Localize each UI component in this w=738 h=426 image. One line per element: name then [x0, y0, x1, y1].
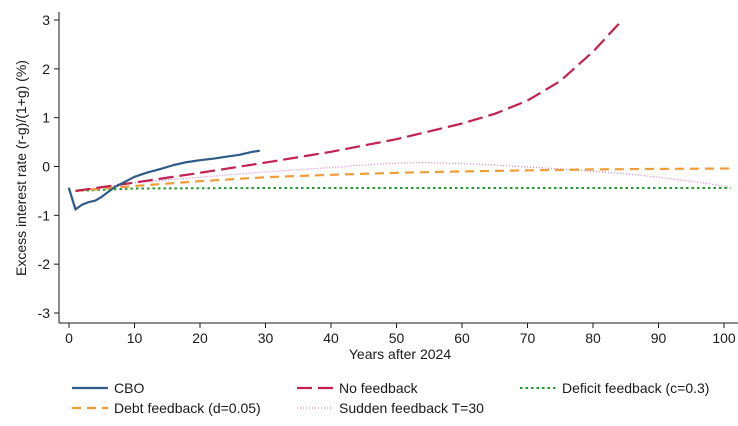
x-tick-label: 60 [454, 330, 470, 346]
y-axis-ticks: -3 -2 -1 0 1 2 3 [38, 12, 59, 321]
series-line-no-feedback [75, 22, 621, 192]
legend-label: Debt feedback (d=0.05) [114, 400, 261, 416]
x-tick-label: 100 [712, 330, 736, 346]
x-tick-label: 0 [65, 330, 73, 346]
x-tick-label: 90 [651, 330, 667, 346]
legend-label: No feedback [339, 380, 419, 396]
series-line-cbo [67, 149, 260, 211]
x-tick-label: 50 [389, 330, 405, 346]
x-axis-ticks: 0 10 20 30 40 50 60 70 80 90 100 [65, 323, 736, 346]
chart-legend: CBO No feedback Deficit feedback (c=0.3) De… [72, 380, 709, 416]
x-tick-label: 70 [520, 330, 536, 346]
x-tick-label: 80 [585, 330, 601, 346]
y-tick-label: 1 [42, 110, 50, 126]
series-line-debt-feedback-d-0-05 [75, 167, 731, 192]
y-tick-label: -2 [38, 256, 51, 272]
y-tick-label: 0 [42, 159, 50, 175]
x-tick-label: 30 [258, 330, 274, 346]
legend-label: CBO [114, 380, 144, 396]
legend-label: Deficit feedback (c=0.3) [562, 380, 709, 396]
legend-label: Sudden feedback T=30 [339, 400, 484, 416]
chart-axes [58, 12, 738, 324]
y-axis-title: Excess interest rate (r-g)/(1+g) (%) [13, 60, 29, 276]
y-tick-label: 3 [42, 12, 50, 28]
x-tick-label: 10 [127, 330, 143, 346]
series-line-sudden-feedback-t-30 [75, 162, 731, 192]
series-line-deficit-feedback-c-0-3 [75, 187, 731, 192]
y-tick-label: 2 [42, 61, 50, 77]
x-tick-label: 40 [323, 330, 339, 346]
y-tick-label: -1 [38, 207, 51, 223]
x-axis-title: Years after 2024 [349, 346, 451, 362]
x-tick-label: 20 [192, 330, 208, 346]
y-tick-label: -3 [38, 305, 51, 321]
series-lines [67, 22, 731, 211]
